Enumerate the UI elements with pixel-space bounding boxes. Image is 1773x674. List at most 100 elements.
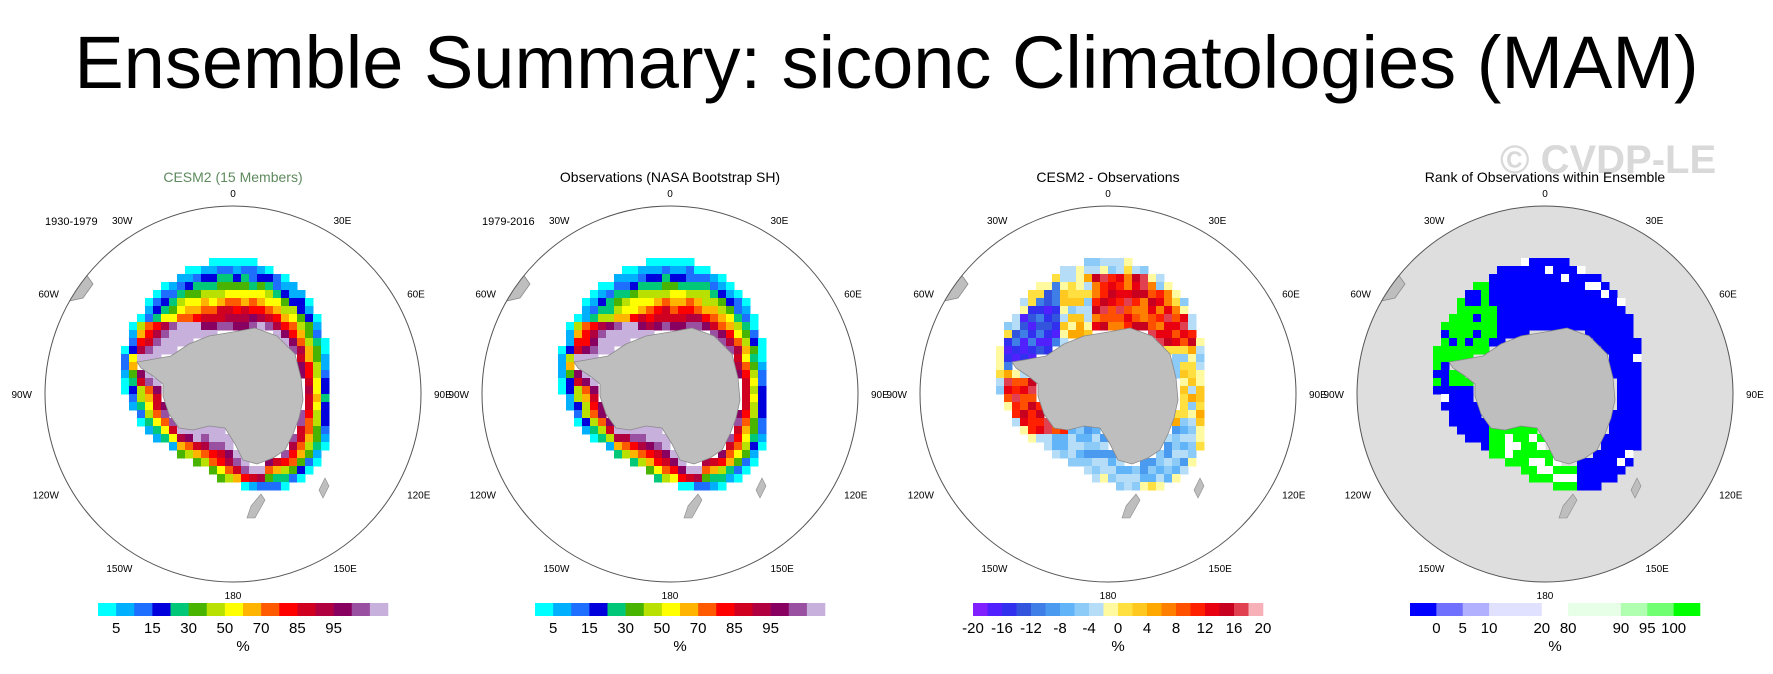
data-cell: [1084, 314, 1093, 323]
data-cell: [1084, 458, 1093, 467]
data-cell: [1609, 362, 1618, 371]
data-cell: [614, 322, 623, 331]
data-cell: [225, 466, 234, 475]
data-cell: [678, 258, 687, 267]
data-cell: [710, 282, 719, 291]
data-cell: [1441, 354, 1450, 363]
data-cell: [1156, 450, 1165, 459]
data-cell: [1625, 362, 1634, 371]
data-cell: [726, 466, 735, 475]
data-cell: [710, 466, 719, 475]
data-cell: [574, 418, 583, 427]
data-cell: [193, 290, 202, 299]
data-cell: [662, 298, 671, 307]
data-cell: [121, 386, 130, 395]
data-cell: [273, 482, 282, 491]
data-cell: [1092, 458, 1101, 467]
data-cell: [1609, 314, 1618, 323]
data-cell: [129, 338, 138, 347]
data-cell: [1625, 394, 1634, 403]
data-cell: [734, 458, 743, 467]
data-cell: [217, 258, 226, 267]
data-cell: [734, 322, 743, 331]
data-cell: [654, 466, 663, 475]
data-cell: [742, 466, 751, 475]
data-cell: [1092, 266, 1101, 275]
data-cell: [582, 338, 591, 347]
map-frame: [44, 205, 422, 583]
data-cell: [1553, 266, 1562, 275]
data-cell: [1521, 298, 1530, 307]
data-cell: [758, 378, 767, 387]
data-cell: [1593, 290, 1602, 299]
data-cell: [1601, 346, 1610, 355]
data-cell: [630, 450, 639, 459]
data-cell: [1561, 474, 1570, 483]
data-cell: [694, 274, 703, 283]
data-cell: [606, 306, 615, 315]
data-cell: [622, 330, 631, 339]
data-cell: [297, 466, 306, 475]
data-cell: [1036, 426, 1045, 435]
data-cell: [1148, 290, 1157, 299]
data-cell: [590, 330, 599, 339]
data-cell: [1633, 370, 1642, 379]
data-cell: [1012, 394, 1021, 403]
data-cell: [694, 306, 703, 315]
data-cell: [321, 378, 330, 387]
data-cell: [726, 322, 735, 331]
data-cell: [209, 306, 218, 315]
data-cell: [1172, 362, 1181, 371]
data-cell: [1561, 282, 1570, 291]
data-cell: [646, 450, 655, 459]
data-cell: [129, 378, 138, 387]
data-cell: [1601, 290, 1610, 299]
data-cell: [1609, 458, 1618, 467]
data-cell: [654, 306, 663, 315]
data-cell: [145, 402, 154, 411]
data-cell: [702, 322, 711, 331]
colorbar-swatch: [973, 603, 988, 616]
data-cell: [145, 386, 154, 395]
data-cell: [1593, 474, 1602, 483]
data-cell: [678, 482, 687, 491]
data-cell: [742, 378, 751, 387]
data-cell: [1529, 322, 1538, 331]
data-cell: [710, 274, 719, 283]
data-cell: [1473, 314, 1482, 323]
data-cell: [742, 418, 751, 427]
data-cell: [598, 426, 607, 435]
data-cell: [694, 466, 703, 475]
data-cell: [1561, 258, 1570, 267]
data-cell: [185, 330, 194, 339]
data-cell: [153, 322, 162, 331]
data-cell: [1044, 298, 1053, 307]
data-cell: [654, 282, 663, 291]
data-cell: [1172, 474, 1181, 483]
data-cell: [558, 370, 567, 379]
data-cell: [606, 346, 615, 355]
data-cell: [598, 330, 607, 339]
data-cell: [1172, 354, 1181, 363]
data-cell: [654, 298, 663, 307]
data-cell: [185, 282, 194, 291]
data-cell: [1036, 322, 1045, 331]
data-cell: [734, 410, 743, 419]
data-cell: [1116, 466, 1125, 475]
data-cell: [1172, 338, 1181, 347]
data-cell: [137, 322, 146, 331]
data-cell: [289, 346, 298, 355]
data-cell: [1625, 450, 1634, 459]
data-cell: [1505, 314, 1514, 323]
colorbar-swatch: [698, 603, 717, 616]
data-cell: [614, 434, 623, 443]
data-cell: [1577, 290, 1586, 299]
data-cell: [1020, 354, 1029, 363]
data-cell: [1132, 482, 1141, 491]
data-cell: [654, 322, 663, 331]
data-cell: [1004, 346, 1013, 355]
data-cell: [750, 338, 759, 347]
data-cell: [1004, 362, 1013, 371]
data-cell: [1108, 450, 1117, 459]
